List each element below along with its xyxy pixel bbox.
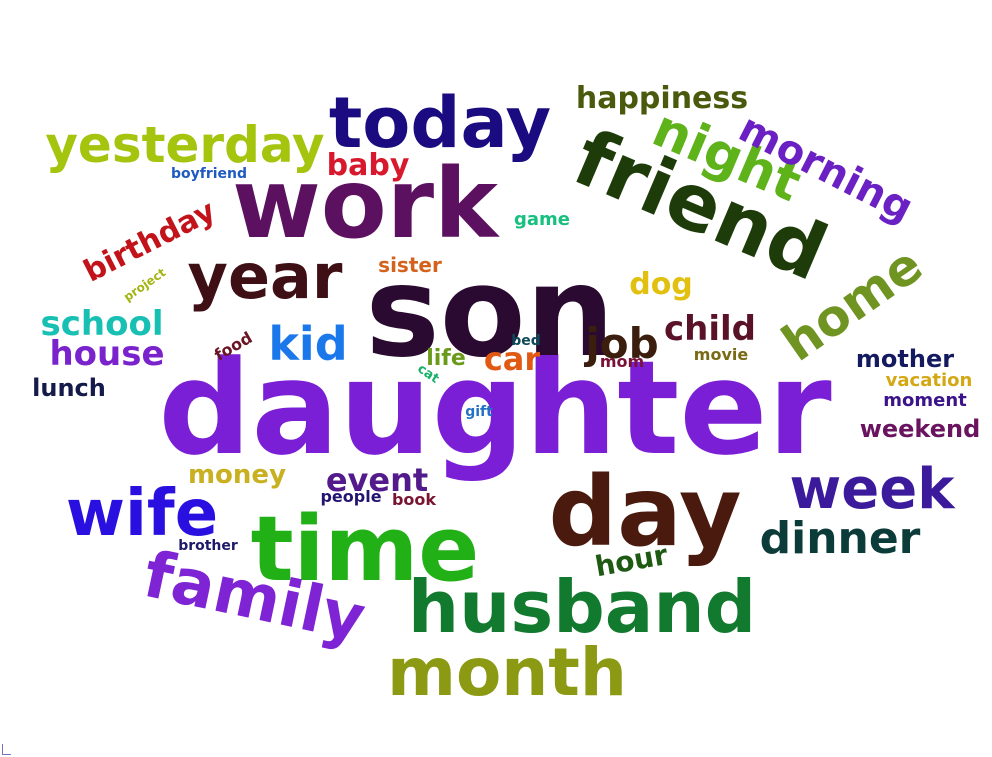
word-dinner: dinner [760, 513, 921, 564]
word-son: son [365, 240, 614, 385]
word-house: house [49, 334, 164, 374]
word-today: today [329, 82, 551, 164]
word-people: people [320, 487, 381, 506]
word-car: car [484, 340, 541, 378]
word-work: work [232, 148, 500, 260]
word-life: life [426, 346, 466, 371]
word-husband: husband [408, 565, 756, 649]
word-day: day [548, 456, 741, 568]
word-yesterday: yesterday [45, 116, 324, 174]
word-vacation: vacation [886, 370, 973, 391]
word-happiness: happiness [576, 81, 748, 116]
word-week: week [790, 457, 957, 522]
word-year: year [188, 240, 343, 313]
word-event: event [326, 461, 428, 499]
word-baby: baby [327, 148, 410, 183]
word-wife: wife [66, 477, 218, 551]
word-school: school [41, 304, 164, 344]
word-time: time [251, 497, 480, 602]
word-daughter: daughter [158, 332, 831, 484]
word-child: child [664, 309, 756, 349]
word-dog: dog [629, 267, 693, 302]
corner-marker [2, 744, 11, 755]
word-lunch: lunch [32, 374, 106, 402]
word-mom: mom [600, 352, 644, 371]
word-boyfriend: boyfriend [171, 166, 247, 182]
word-movie: movie [694, 345, 749, 364]
word-sister: sister [378, 253, 442, 277]
word-brother: brother [178, 538, 238, 554]
word-moment: moment [883, 390, 967, 411]
word-mother: mother [856, 345, 954, 373]
word-weekend: weekend [860, 415, 981, 443]
word-kid: kid [268, 317, 347, 371]
word-job: job [583, 319, 658, 368]
word-game: game [514, 209, 570, 230]
word-month: month [387, 634, 627, 711]
word-book: book [392, 490, 436, 509]
word-money: money [188, 460, 286, 490]
word-gift: gift [465, 404, 493, 420]
word-bed: bed [511, 333, 541, 349]
